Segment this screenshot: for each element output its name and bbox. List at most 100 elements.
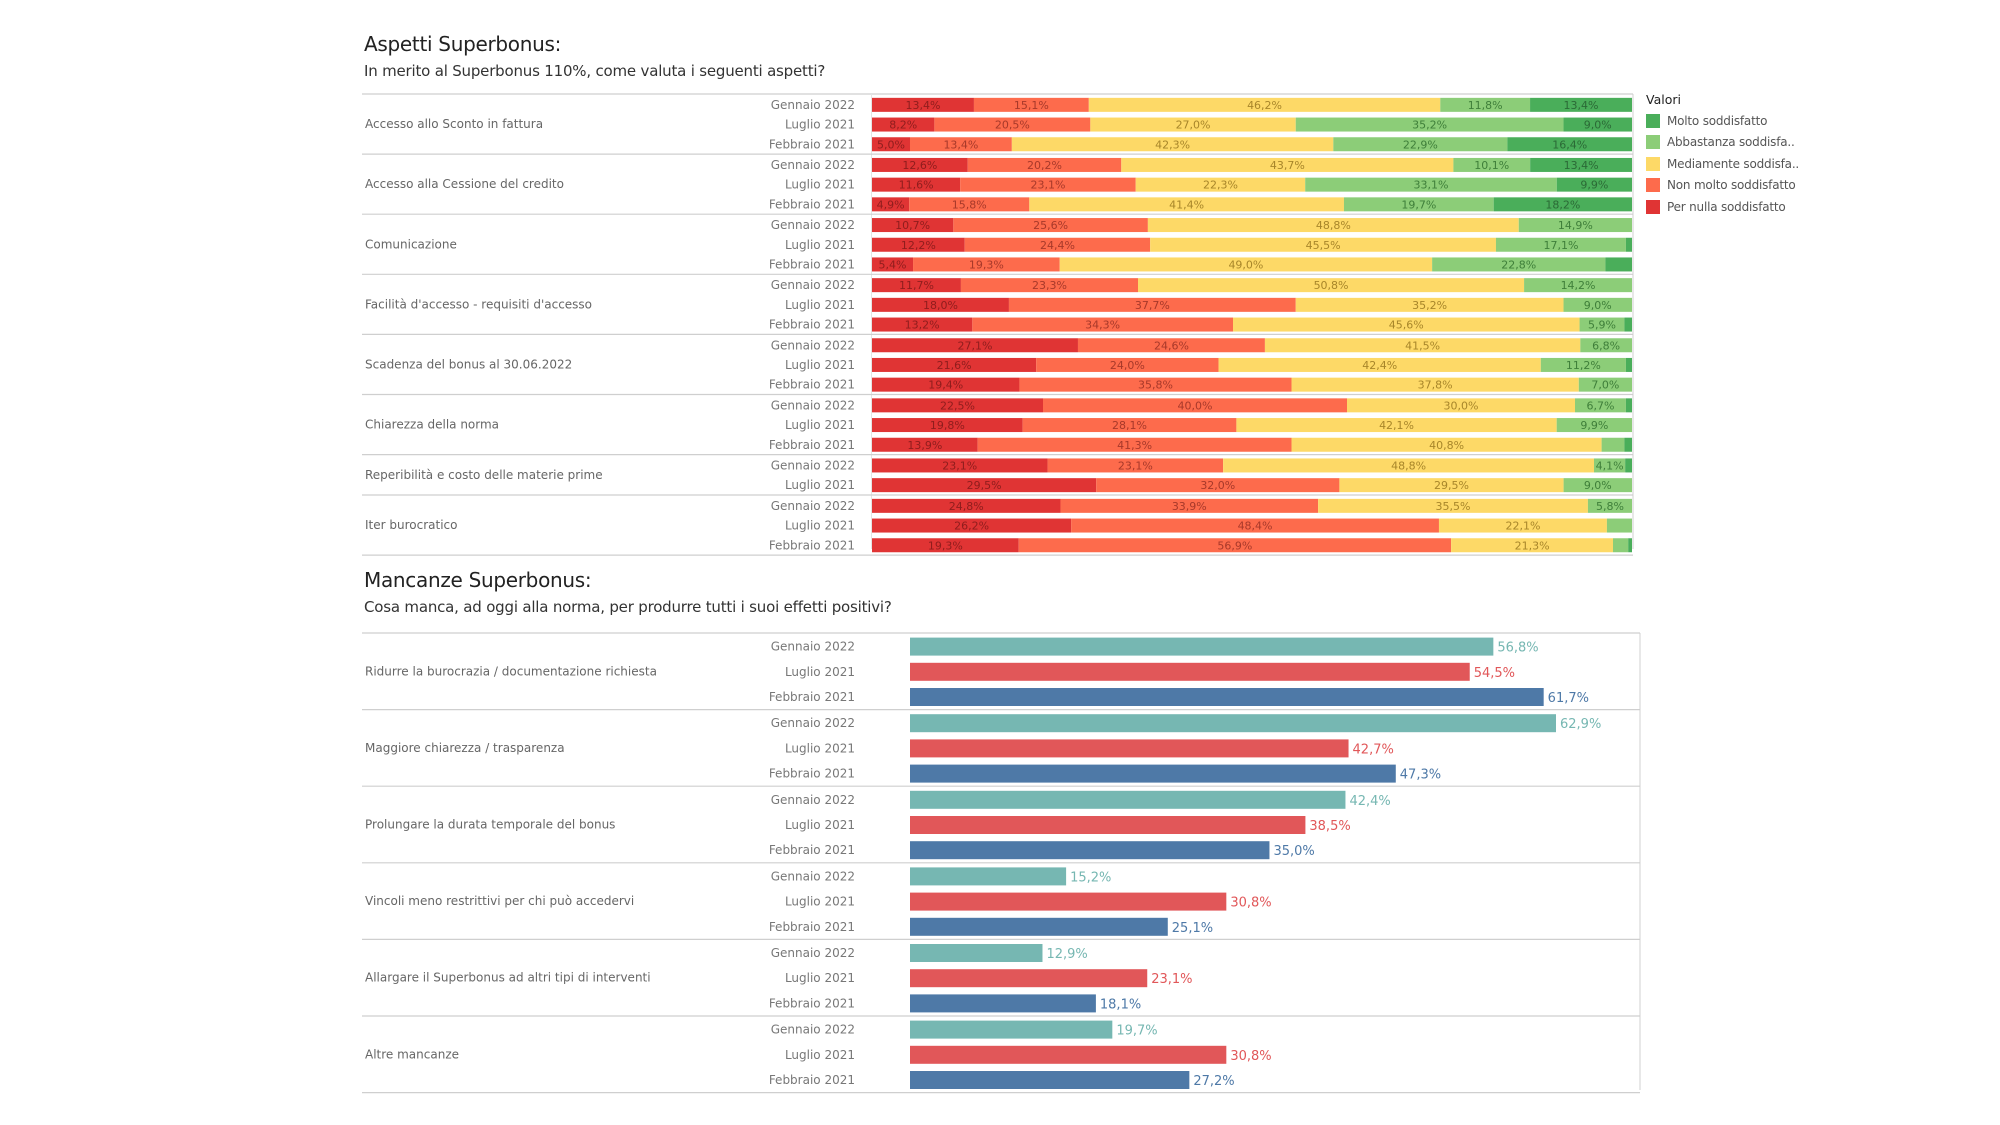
data-label: 41,5% bbox=[1405, 339, 1440, 352]
legend-item-mediamente[interactable]: Mediamente soddisfa.. bbox=[1646, 153, 1799, 175]
bar-segment bbox=[1524, 278, 1632, 293]
period-label: Gennaio 2022 bbox=[771, 158, 855, 172]
bar-segment bbox=[913, 257, 1060, 272]
data-label: 18,0% bbox=[923, 299, 958, 312]
period-label: Gennaio 2022 bbox=[771, 793, 855, 807]
bar-segment bbox=[872, 338, 1078, 353]
category-label: Altre mancanze bbox=[365, 1047, 459, 1061]
bar-segment bbox=[1594, 458, 1626, 473]
bar-segment bbox=[1578, 377, 1632, 392]
bar-segment bbox=[1540, 357, 1626, 372]
bar-segment bbox=[1624, 437, 1632, 452]
legend-item-non-molto[interactable]: Non molto soddisfatto bbox=[1646, 175, 1799, 197]
period-label: Luglio 2021 bbox=[785, 1048, 855, 1062]
data-label: 14,9% bbox=[1558, 219, 1593, 232]
data-label: 47,3% bbox=[1400, 768, 1441, 783]
data-label: 9,0% bbox=[1584, 119, 1612, 132]
legend-swatch bbox=[1646, 135, 1660, 150]
bar-segment bbox=[934, 117, 1091, 132]
category-label: Accesso allo Sconto in fattura bbox=[365, 117, 543, 131]
bar-segment bbox=[973, 97, 1089, 112]
bar-segment bbox=[1613, 538, 1629, 553]
data-label: 38,5% bbox=[1309, 819, 1350, 834]
bar-segment bbox=[1138, 278, 1525, 293]
data-label: 22,8% bbox=[1501, 258, 1536, 271]
data-label: 61,7% bbox=[1548, 691, 1589, 706]
bar-segment bbox=[872, 297, 1009, 312]
period-label: Gennaio 2022 bbox=[771, 640, 855, 654]
category-label: Vincoli meno restrittivi per chi può acc… bbox=[365, 894, 634, 908]
data-label: 11,2% bbox=[1566, 359, 1601, 372]
bar-segment bbox=[1625, 458, 1632, 473]
period-label: Luglio 2021 bbox=[785, 178, 855, 192]
period-label: Febbraio 2021 bbox=[769, 767, 855, 781]
bar bbox=[910, 969, 1148, 988]
period-label: Luglio 2021 bbox=[785, 478, 855, 492]
data-label: 11,6% bbox=[899, 179, 934, 192]
data-label: 24,4% bbox=[1040, 239, 1075, 252]
data-label: 23,1% bbox=[942, 459, 977, 472]
legend-swatch bbox=[1646, 113, 1660, 128]
period-label: Gennaio 2022 bbox=[771, 946, 855, 960]
period-label: Febbraio 2021 bbox=[769, 843, 855, 857]
bar bbox=[910, 637, 1494, 656]
bar bbox=[910, 790, 1346, 809]
data-label: 29,5% bbox=[1434, 479, 1469, 492]
legend-item-molto[interactable]: Molto soddisfatto bbox=[1646, 110, 1799, 132]
data-label: 19,8% bbox=[930, 419, 965, 432]
bar-segment bbox=[872, 157, 968, 172]
period-label: Gennaio 2022 bbox=[771, 716, 855, 730]
bar-segment bbox=[1008, 297, 1296, 312]
data-label: 56,8% bbox=[1497, 641, 1538, 656]
bar-segment bbox=[872, 197, 910, 212]
bar-segment bbox=[1518, 218, 1632, 233]
data-label: 12,6% bbox=[902, 159, 937, 172]
data-label: 34,3% bbox=[1085, 319, 1120, 332]
legend-label: Non molto soddisfatto bbox=[1667, 178, 1796, 193]
data-label: 10,1% bbox=[1474, 159, 1509, 172]
bar-segment bbox=[1019, 377, 1292, 392]
data-label: 30,0% bbox=[1444, 399, 1479, 412]
legend-label: Molto soddisfatto bbox=[1667, 113, 1768, 128]
data-label: 17,1% bbox=[1543, 239, 1578, 252]
legend: Valori Molto soddisfatto Abbastanza sodd… bbox=[1646, 92, 1799, 218]
bar-segment bbox=[1601, 437, 1625, 452]
bar-segment bbox=[1495, 237, 1626, 252]
data-label: 40,0% bbox=[1178, 399, 1213, 412]
bar bbox=[910, 917, 1168, 936]
bar bbox=[910, 841, 1270, 860]
data-label: 25,6% bbox=[1033, 219, 1068, 232]
data-label: 14,2% bbox=[1561, 279, 1596, 292]
bar-segment bbox=[1605, 257, 1632, 272]
data-label: 10,7% bbox=[895, 219, 930, 232]
data-label: 33,1% bbox=[1414, 179, 1449, 192]
bar-segment bbox=[1047, 458, 1224, 473]
legend-title: Valori bbox=[1646, 92, 1681, 107]
data-label: 45,6% bbox=[1389, 319, 1424, 332]
bar-segment bbox=[960, 177, 1136, 192]
bar-segment bbox=[872, 538, 1019, 553]
bar-segment bbox=[872, 498, 1061, 513]
bar-segment bbox=[1291, 437, 1602, 452]
bar bbox=[910, 816, 1306, 834]
period-label: Luglio 2021 bbox=[785, 818, 855, 832]
bar-segment bbox=[1147, 218, 1519, 233]
bar-segment bbox=[872, 518, 1072, 533]
data-label: 50,8% bbox=[1314, 279, 1349, 292]
bar-segment bbox=[1628, 538, 1632, 553]
data-label: 23,1% bbox=[1118, 459, 1153, 472]
data-label: 18,1% bbox=[1100, 997, 1141, 1012]
bar-segment bbox=[872, 257, 914, 272]
bar-segment bbox=[1088, 97, 1441, 112]
period-label: Gennaio 2022 bbox=[771, 1023, 855, 1037]
bar-segment bbox=[872, 117, 935, 132]
bar-segment bbox=[1563, 117, 1632, 132]
data-label: 28,1% bbox=[1112, 419, 1147, 432]
period-label: Gennaio 2022 bbox=[771, 218, 855, 232]
bar-segment bbox=[1090, 117, 1296, 132]
bar-segment bbox=[1579, 317, 1625, 332]
data-label: 33,9% bbox=[1172, 500, 1207, 513]
legend-item-abbastanza[interactable]: Abbastanza soddisfa.. bbox=[1646, 132, 1799, 154]
legend-item-per-nulla[interactable]: Per nulla soddisfatto bbox=[1646, 196, 1799, 218]
